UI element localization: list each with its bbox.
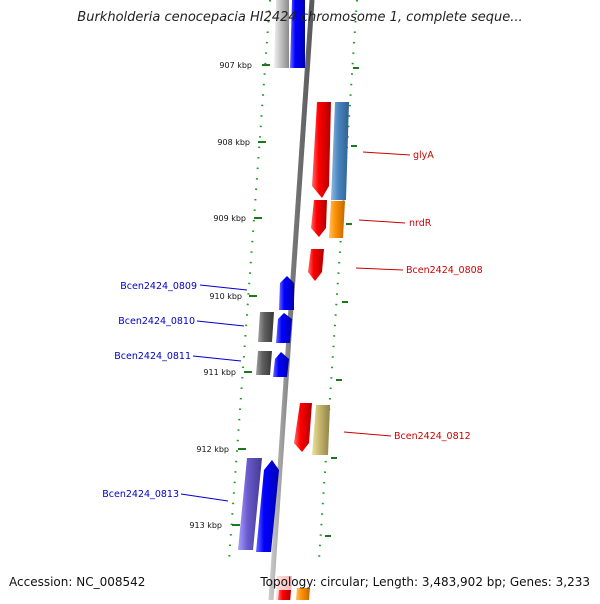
- gene-feature-gray[interactable]: [274, 0, 289, 68]
- gene-feature-steel[interactable]: [331, 102, 349, 200]
- gene-feature-gray-0811[interactable]: [256, 351, 272, 375]
- gene-feature-blue[interactable]: [290, 0, 305, 68]
- gene-feature-khaki[interactable]: [312, 405, 330, 455]
- gene-label-nrdR[interactable]: nrdR: [409, 218, 432, 229]
- gene-label-Bcen2424_0810[interactable]: Bcen2424_0810: [118, 316, 195, 327]
- genome-summary-text: Topology: circular; Length: 3,483,902 bp…: [260, 575, 590, 589]
- gene-feature-nrdR[interactable]: [311, 200, 327, 237]
- map-title: Burkholderia cenocepacia HI2424 chromoso…: [77, 10, 523, 25]
- label-leader: [192, 355, 242, 362]
- gene-label-glyA[interactable]: glyA: [413, 150, 434, 161]
- gene-feature-Bcen2424_0808[interactable]: [308, 249, 324, 281]
- tick-label: 911 kbp: [203, 368, 236, 377]
- gene-label-Bcen2424_0809[interactable]: Bcen2424_0809: [120, 281, 197, 292]
- gene-feature-Bcen2424_0812[interactable]: [294, 403, 312, 452]
- gene-label-Bcen2424_0808[interactable]: Bcen2424_0808: [406, 265, 483, 276]
- label-leader: [358, 219, 406, 224]
- gene-feature-Bcen2424_0809[interactable]: [279, 276, 294, 310]
- tick-label: 910 kbp: [209, 292, 242, 301]
- gene-feature-Bcen2424_0811[interactable]: [273, 352, 289, 377]
- tick-label: 909 kbp: [213, 214, 246, 223]
- gene-feature-orange-bottom[interactable]: [296, 588, 310, 600]
- gene-feature-Bcen2424_0810[interactable]: [276, 313, 292, 343]
- label-leader: [355, 267, 404, 271]
- gene-feature-orange[interactable]: [329, 201, 345, 238]
- accession-text: Accession: NC_008542: [9, 575, 146, 589]
- tick-label: 912 kbp: [196, 445, 229, 454]
- gene-feature-gray-0810[interactable]: [258, 312, 274, 342]
- label-leader: [343, 431, 392, 437]
- tick-label: 908 kbp: [217, 138, 250, 147]
- label-leader: [196, 320, 245, 327]
- tick-label: 913 kbp: [189, 521, 222, 530]
- gene-feature-red-bottom[interactable]: [278, 590, 291, 600]
- tick-marks: [232, 64, 359, 537]
- gene-label-Bcen2424_0812[interactable]: Bcen2424_0812: [394, 431, 471, 442]
- inner-dotted-guide: [318, 0, 358, 561]
- label-leader: [362, 151, 411, 156]
- tick-label: 907 kbp: [219, 61, 252, 70]
- gene-feature-Bcen2424_0813[interactable]: [256, 460, 279, 552]
- gene-label-Bcen2424_0811[interactable]: Bcen2424_0811: [114, 351, 191, 362]
- gene-label-Bcen2424_0813[interactable]: Bcen2424_0813: [102, 489, 179, 500]
- gene-feature-purple[interactable]: [238, 458, 262, 550]
- gene-feature-glyA[interactable]: [312, 102, 331, 198]
- label-leader: [199, 284, 248, 291]
- label-leader: [180, 493, 229, 502]
